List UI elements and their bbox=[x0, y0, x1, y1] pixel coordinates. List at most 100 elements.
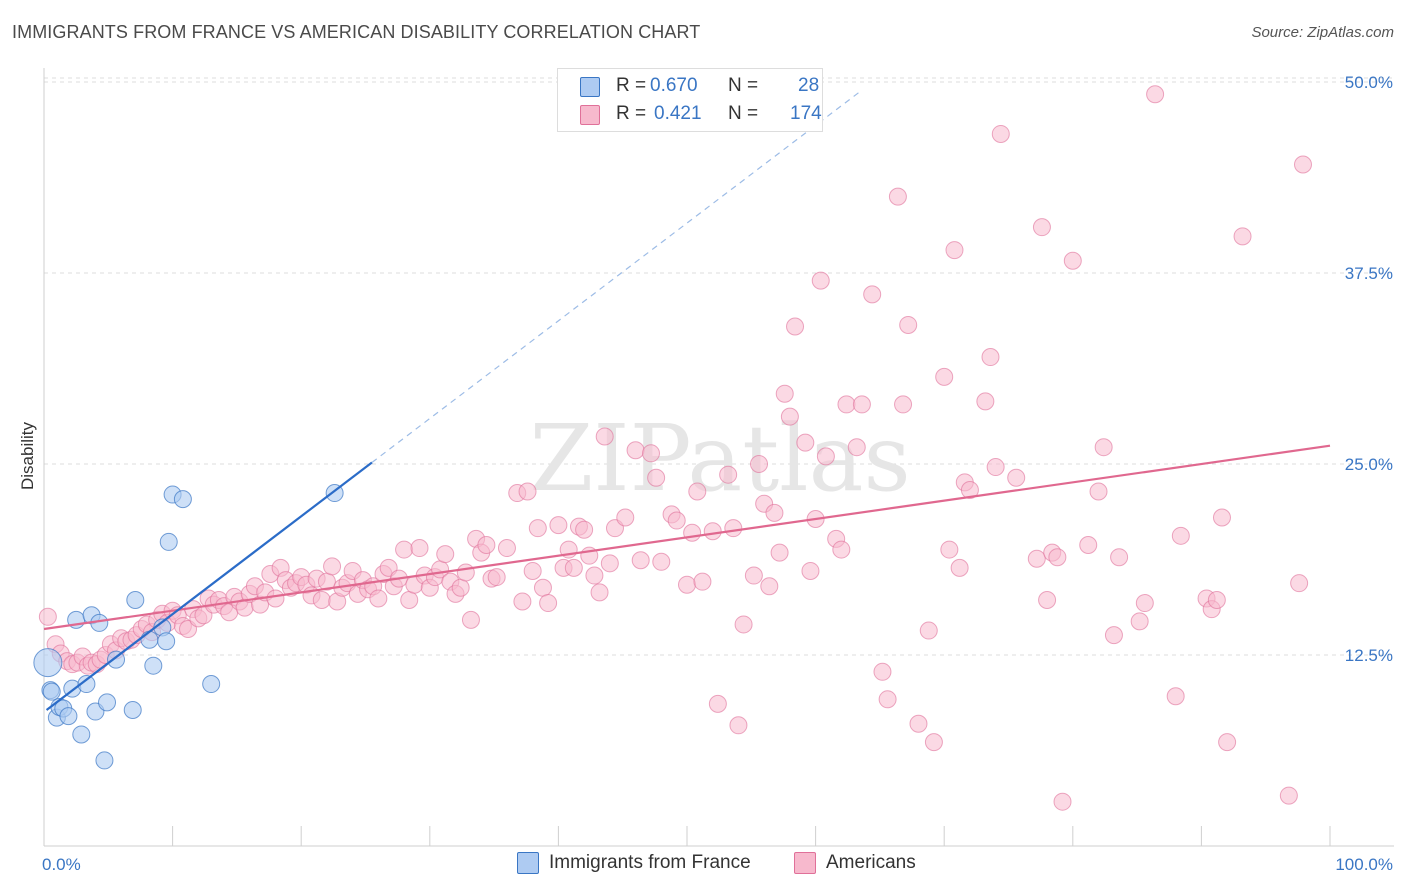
americans-point bbox=[518, 482, 537, 501]
legend-r-value: 0.670 bbox=[650, 75, 698, 96]
france-point bbox=[159, 532, 178, 551]
americans-point bbox=[1110, 548, 1129, 567]
france-trend-line bbox=[45, 461, 373, 711]
americans-point bbox=[1089, 482, 1108, 501]
americans-point bbox=[1048, 548, 1067, 567]
americans-point bbox=[816, 447, 835, 466]
grid-lines bbox=[44, 77, 1394, 656]
americans-point bbox=[456, 563, 475, 582]
watermark: ZIPatlas bbox=[529, 405, 910, 512]
americans-point bbox=[765, 503, 784, 522]
france-point bbox=[140, 630, 159, 649]
y-tick-label: 37.5% bbox=[1345, 264, 1393, 283]
americans-point bbox=[1094, 438, 1113, 457]
france-point bbox=[107, 650, 126, 669]
france-point bbox=[157, 632, 176, 651]
americans-point bbox=[899, 315, 918, 334]
france-point bbox=[95, 751, 114, 770]
americans-point bbox=[513, 592, 532, 611]
americans-point bbox=[1207, 590, 1226, 609]
americans-point bbox=[523, 561, 542, 580]
americans-point bbox=[750, 455, 769, 473]
americans-point bbox=[1135, 594, 1154, 613]
americans-point bbox=[960, 480, 979, 499]
legend-n-value: 28 bbox=[798, 75, 820, 96]
americans-point bbox=[626, 441, 645, 460]
americans-point bbox=[631, 551, 650, 570]
americans-point bbox=[775, 384, 794, 403]
americans-point bbox=[595, 427, 614, 446]
americans-point bbox=[976, 392, 995, 411]
americans-point bbox=[1233, 227, 1252, 246]
x-tick-label: 0.0% bbox=[42, 855, 81, 874]
france-point bbox=[173, 490, 192, 509]
americans-point bbox=[693, 572, 712, 591]
source-label: Source: ZipAtlas.com bbox=[1251, 24, 1394, 41]
americans-point bbox=[647, 468, 666, 487]
americans-point bbox=[935, 367, 954, 386]
france-point bbox=[123, 701, 142, 720]
americans-point bbox=[780, 407, 799, 426]
americans-point bbox=[616, 508, 635, 527]
americans-point bbox=[878, 690, 897, 709]
americans-point bbox=[945, 241, 964, 260]
americans-point bbox=[950, 558, 969, 577]
americans-point bbox=[410, 539, 429, 558]
americans-point bbox=[369, 589, 388, 608]
france-point bbox=[59, 707, 78, 726]
france-point bbox=[33, 648, 63, 678]
americans-point bbox=[38, 607, 57, 626]
legend-item-americans: Americans bbox=[794, 852, 916, 874]
americans-point bbox=[1279, 786, 1298, 805]
americans-point bbox=[760, 577, 779, 596]
americans-point bbox=[940, 540, 959, 559]
americans-point bbox=[533, 578, 552, 597]
americans-point bbox=[1166, 687, 1185, 706]
tick-labels: 12.5% 25.0% 37.5% 50.0% 0.0% 100.0% bbox=[42, 73, 1393, 874]
americans-point bbox=[1007, 468, 1026, 487]
americans-point bbox=[1032, 218, 1051, 237]
americans-point bbox=[487, 568, 506, 587]
americans-point bbox=[528, 519, 547, 538]
americans-point bbox=[770, 543, 789, 562]
americans-point bbox=[832, 540, 851, 559]
americans-point bbox=[801, 561, 820, 580]
americans-point bbox=[724, 519, 743, 538]
americans-point bbox=[641, 444, 660, 463]
americans-trend-line bbox=[43, 444, 1331, 631]
trend-lines bbox=[43, 90, 1331, 711]
americans-point bbox=[395, 540, 414, 559]
americans-point bbox=[600, 554, 619, 573]
americans-point bbox=[590, 583, 609, 602]
americans-point bbox=[678, 575, 696, 594]
americans-point bbox=[400, 590, 419, 609]
france-points bbox=[33, 484, 344, 770]
legend-swatch-france bbox=[517, 852, 539, 874]
legend-label-americans: Americans bbox=[826, 852, 916, 873]
legend-r-label: R = bbox=[616, 75, 647, 96]
americans-point bbox=[323, 557, 342, 576]
americans-point bbox=[436, 545, 455, 564]
americans-point bbox=[981, 348, 1000, 367]
americans-point bbox=[564, 558, 583, 577]
americans-point bbox=[497, 539, 516, 558]
americans-point bbox=[1079, 535, 1098, 554]
chart-title: IMMIGRANTS FROM FRANCE VS AMERICAN DISAB… bbox=[12, 22, 701, 42]
americans-point bbox=[1171, 526, 1190, 545]
legend-swatch-americans bbox=[580, 105, 600, 125]
americans-point bbox=[991, 124, 1010, 143]
americans-point bbox=[847, 438, 866, 457]
france-point bbox=[72, 725, 91, 744]
americans-point bbox=[1027, 549, 1046, 568]
americans-point bbox=[1218, 733, 1237, 752]
americans-point bbox=[1212, 508, 1231, 527]
americans-point bbox=[703, 522, 722, 541]
americans-point bbox=[312, 590, 331, 609]
americans-point bbox=[1063, 251, 1082, 270]
americans-point bbox=[919, 621, 938, 640]
americans-point bbox=[1146, 85, 1165, 104]
americans-point bbox=[909, 714, 928, 733]
americans-point bbox=[873, 662, 892, 681]
y-tick-label: 12.5% bbox=[1345, 646, 1393, 665]
